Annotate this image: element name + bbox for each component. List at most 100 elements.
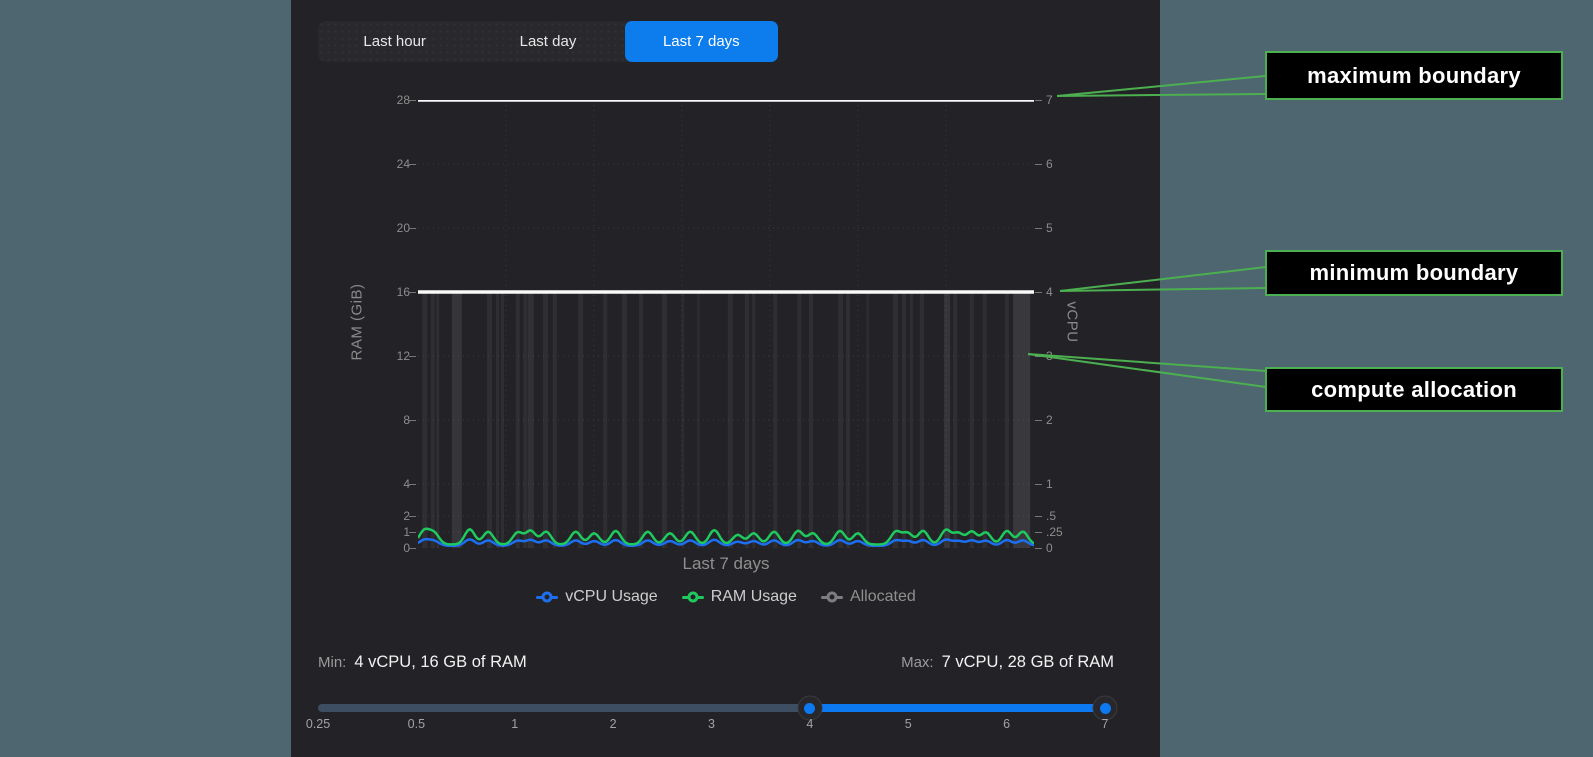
slider-handle-min[interactable] bbox=[797, 695, 823, 721]
tab-last-hour[interactable]: Last hour bbox=[318, 21, 471, 62]
slider-tick-label: 5 bbox=[904, 717, 912, 731]
annotation-minimum-boundary: minimum boundary bbox=[1265, 250, 1563, 296]
autoscaling-panel bbox=[291, 0, 1160, 757]
allocated-bar bbox=[552, 292, 557, 548]
legend-marker-dot bbox=[687, 591, 699, 603]
y-left-tick-mark bbox=[409, 531, 416, 533]
y-right-tick-mark bbox=[1035, 547, 1042, 549]
tab-last-day-label: Last day bbox=[519, 33, 577, 50]
legend-item-ram-usage: RAM Usage bbox=[681, 588, 797, 606]
allocated-bar bbox=[515, 292, 520, 548]
slider-tick-label: 7 bbox=[1101, 717, 1109, 731]
allocated-bar bbox=[773, 292, 778, 548]
max-summary: Max: 7 vCPU, 28 GB of RAM bbox=[901, 653, 1114, 672]
y-left-tick-label: 2 bbox=[403, 509, 410, 523]
legend-marker-icon bbox=[536, 591, 559, 603]
y-left-tick-label: 28 bbox=[396, 93, 410, 107]
y-left-tick-mark bbox=[409, 227, 416, 229]
y-right-tick-mark bbox=[1035, 419, 1042, 421]
tab-last-7-days[interactable]: Last 7 days bbox=[624, 21, 778, 62]
y-right-tick-mark bbox=[1035, 227, 1042, 229]
usage-chart-plot bbox=[418, 100, 1034, 548]
slider-tick-labels: 0.25 0.5 1 2 3 4 5 6 7 bbox=[306, 717, 1109, 733]
allocated-bar bbox=[451, 292, 462, 548]
tab-last-hour-label: Last hour bbox=[363, 33, 426, 50]
legend-marker-icon bbox=[820, 591, 843, 603]
y-left-tick-label: 1 bbox=[403, 525, 410, 539]
annotation-compute-allocation: compute allocation bbox=[1265, 367, 1563, 412]
allocated-bar bbox=[744, 292, 749, 548]
slider-track-selected[interactable] bbox=[809, 704, 1105, 712]
y-axis-left-title: RAM (GiB) bbox=[348, 283, 366, 361]
y-left-tick-mark bbox=[409, 547, 416, 549]
allocated-bar bbox=[797, 292, 802, 548]
allocated-bar bbox=[681, 292, 685, 548]
y-left-tick-mark bbox=[409, 483, 416, 485]
slider-tick-label: 2 bbox=[609, 717, 617, 731]
compute-range-slider[interactable] bbox=[318, 695, 1118, 721]
annotation-minimum-boundary-text: minimum boundary bbox=[1309, 260, 1519, 285]
legend-marker-dot bbox=[541, 591, 553, 603]
allocated-bar bbox=[919, 292, 924, 548]
slider-tick-label: 1 bbox=[511, 717, 519, 731]
allocated-bar bbox=[696, 292, 700, 548]
allocated-bar bbox=[543, 292, 548, 548]
allocated-bar bbox=[752, 292, 756, 548]
range-summary-row: Min: 4 vCPU, 16 GB of RAM Max: 7 vCPU, 2… bbox=[318, 653, 1114, 672]
legend-marker-icon bbox=[681, 591, 704, 603]
tab-last-7-days-label: Last 7 days bbox=[662, 33, 740, 50]
tab-last-day[interactable]: Last day bbox=[471, 21, 624, 62]
legend-item-label: Allocated bbox=[849, 588, 916, 605]
min-value: 4 vCPU, 16 GB of RAM bbox=[354, 653, 527, 671]
y-right-tick-label: 4 bbox=[1046, 285, 1053, 299]
y-right-tick-label: 5 bbox=[1046, 221, 1053, 235]
chart-legend: vCPU Usage RAM Usage Allocated bbox=[418, 588, 1034, 606]
y-left-tick-mark bbox=[409, 99, 416, 101]
y-left-tick-mark bbox=[409, 163, 416, 165]
allocated-bar bbox=[866, 292, 870, 548]
y-right-tick-label: .5 bbox=[1046, 509, 1057, 523]
y-left-tick-label: 8 bbox=[403, 413, 410, 427]
min-summary: Min: 4 vCPU, 16 GB of RAM bbox=[318, 653, 527, 672]
y-right-tick-mark bbox=[1035, 531, 1042, 533]
y-right-tick-mark bbox=[1035, 163, 1042, 165]
allocated-bar bbox=[661, 292, 667, 548]
slider-handle-max[interactable] bbox=[1092, 695, 1118, 721]
allocated-bar bbox=[578, 292, 584, 548]
allocated-bar bbox=[639, 292, 643, 548]
ram-usage-line bbox=[418, 527, 1034, 546]
slider-tick-label: 6 bbox=[1003, 717, 1011, 731]
y-left-tick-mark bbox=[409, 355, 416, 357]
slider-track-unselected[interactable] bbox=[318, 704, 810, 712]
y-left-tick-label: 16 bbox=[396, 285, 410, 299]
allocated-bar bbox=[621, 292, 627, 548]
allocated-bar bbox=[487, 292, 492, 548]
allocated-bar bbox=[1004, 292, 1009, 548]
allocated-bar bbox=[909, 292, 913, 548]
allocated-bar bbox=[603, 292, 608, 548]
allocated-bar bbox=[953, 292, 958, 548]
y-left-tick-label: 4 bbox=[403, 477, 410, 491]
allocated-bar bbox=[809, 292, 813, 548]
slider-tick-label: 0.5 bbox=[407, 717, 426, 731]
allocated-bar bbox=[982, 292, 987, 548]
y-right-tick-mark bbox=[1035, 515, 1042, 517]
annotation-maximum-boundary-text: maximum boundary bbox=[1307, 62, 1521, 88]
allocated-bar bbox=[430, 292, 435, 548]
max-value: 7 vCPU, 28 GB of RAM bbox=[941, 653, 1114, 671]
allocated-bar bbox=[846, 292, 850, 548]
y-left-tick-label: 12 bbox=[396, 349, 410, 363]
y-right-tick-label: .25 bbox=[1046, 525, 1063, 539]
legend-item-vcpu-usage: vCPU Usage bbox=[536, 588, 658, 606]
allocated-bar bbox=[1013, 292, 1031, 548]
allocated-bar bbox=[527, 292, 534, 548]
y-right-tick-label: 6 bbox=[1046, 157, 1053, 171]
annotation-compute-allocation-text: compute allocation bbox=[1311, 376, 1517, 402]
y-right-tick-label: 2 bbox=[1046, 413, 1053, 427]
y-left-tick-mark bbox=[409, 419, 416, 421]
min-label: Min: bbox=[318, 654, 347, 671]
allocated-bar bbox=[892, 292, 898, 548]
y-left-tick-label: 24 bbox=[396, 157, 410, 171]
slider-tick-label: 4 bbox=[806, 717, 814, 731]
